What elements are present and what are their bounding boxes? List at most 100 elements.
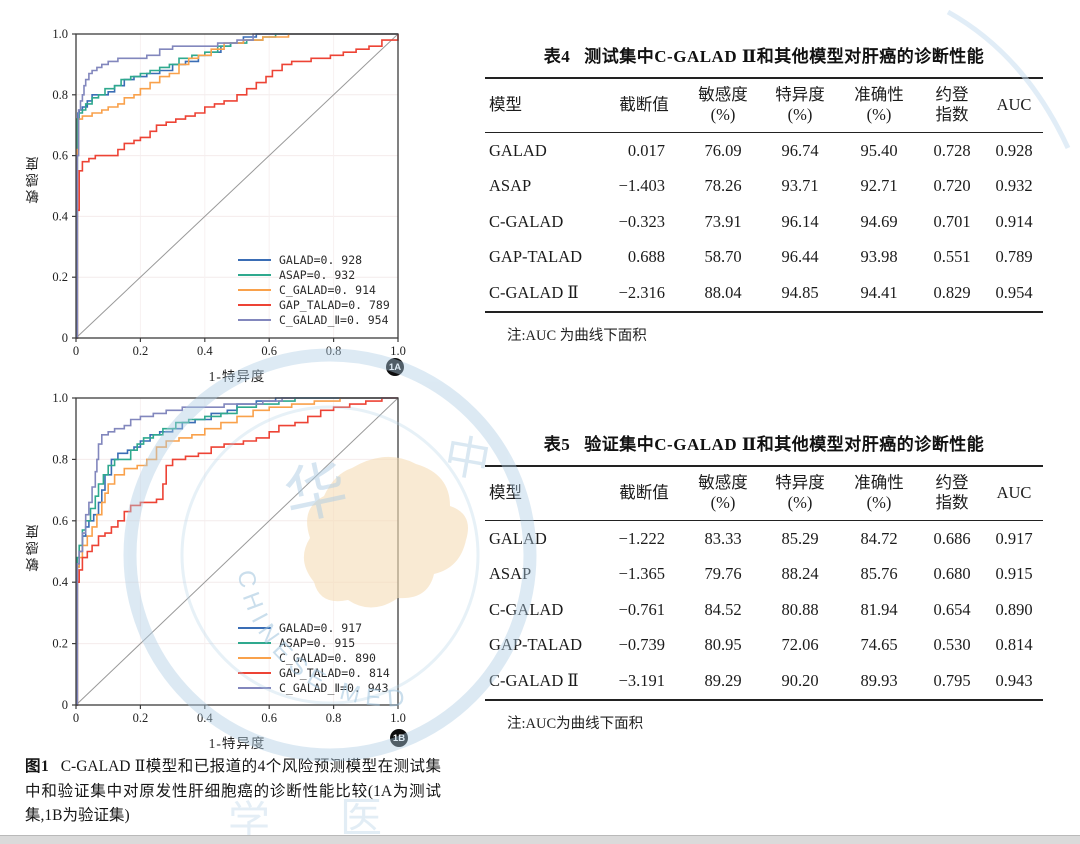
y-axis-label: 敏感度 xyxy=(26,522,41,572)
legend-item: C_GALAD=0. 914 xyxy=(238,284,390,296)
table-5-note: 注:AUC为曲线下面积 xyxy=(507,715,644,732)
legend-item: GALAD=0. 917 xyxy=(238,622,390,634)
value-cell: 73.91 xyxy=(704,211,742,231)
column-header: 约登 指数 xyxy=(935,473,969,512)
legend-line-swatch xyxy=(238,672,271,674)
value-cell: 85.29 xyxy=(781,528,819,548)
roc-curve-GAP_TALAD xyxy=(76,34,399,339)
column-header: 约登 指数 xyxy=(935,85,969,124)
column-header: 模型 xyxy=(489,95,522,114)
value-cell: 84.52 xyxy=(704,599,742,619)
y-tick-label: 0 xyxy=(62,698,68,712)
legend-item: C_GALAD_Ⅱ=0. 943 xyxy=(238,682,390,694)
value-cell: −0.323 xyxy=(618,211,665,231)
column-header: 截断值 xyxy=(619,95,669,114)
figure-caption: 图1 C-GALAD Ⅱ模型和已报道的4个风险预测模型在测试集中和验证集中对原发性… xyxy=(25,755,441,829)
legend-line-swatch xyxy=(238,319,271,321)
value-cell: 80.95 xyxy=(704,635,742,655)
table-4-note: 注:AUC 为曲线下面积 xyxy=(507,327,647,344)
value-cell: −2.316 xyxy=(618,282,665,302)
model-name-cell: GALAD xyxy=(489,528,547,548)
y-tick-label: 0.4 xyxy=(52,209,68,223)
table-row: C-GALAD −0.761 84.52 80.88 81.94 0.654 0.890 xyxy=(485,592,1043,628)
roc-curve-GAP_TALAD xyxy=(76,397,398,706)
value-cell: 0.914 xyxy=(995,211,1033,231)
legend-item: GAP_TALAD=0. 814 xyxy=(238,667,390,679)
y-tick-label: 0.4 xyxy=(52,575,68,589)
roc-curve-C_GALAD_Ⅱ xyxy=(76,33,398,339)
legend-item: ASAP=0. 915 xyxy=(238,637,390,649)
value-cell: 0.915 xyxy=(995,564,1033,584)
column-header: 敏感度 (%) xyxy=(698,85,748,124)
y-tick-label: 0.8 xyxy=(52,88,68,102)
x-tick-label: 0.8 xyxy=(326,711,342,725)
value-cell: 58.70 xyxy=(704,247,742,267)
x-tick-label: 1.0 xyxy=(390,344,406,358)
model-name-cell: C-GALAD Ⅱ xyxy=(489,282,579,302)
x-tick-label: 0.4 xyxy=(197,711,213,725)
roc-curve-ASAP xyxy=(76,33,398,339)
value-cell: 96.44 xyxy=(781,247,819,267)
model-name-cell: ASAP xyxy=(489,564,532,584)
roc-plot-1a-canvas: 0 0.2 0.4 0.6 0.8 1.0 0 0.2 0.4 0.6 0.8 1.0 xyxy=(52,27,406,358)
value-cell: 94.85 xyxy=(781,282,819,302)
table-4-title: 表4 测试集中C-GALAD Ⅱ和其他模型对肝癌的诊断性能 xyxy=(485,42,1043,67)
value-cell: 80.88 xyxy=(781,599,819,619)
value-cell: 0.654 xyxy=(933,599,971,619)
figure-caption-text: C-GALAD Ⅱ模型和已报道的4个风险预测模型在测试集中和验证集中对原发性肝细… xyxy=(25,758,441,824)
value-cell: 79.76 xyxy=(704,564,742,584)
table-4: 表4 测试集中C-GALAD Ⅱ和其他模型对肝癌的诊断性能 模型 截断值 敏感度 (%)… xyxy=(485,42,1043,345)
model-name-cell: GAP-TALAD xyxy=(489,635,583,655)
y-tick-label: 0.8 xyxy=(52,452,68,466)
legend-line-swatch xyxy=(238,642,271,644)
plot-badge-1a: 1A xyxy=(386,358,404,376)
value-cell: 84.72 xyxy=(860,528,898,548)
value-cell: 83.33 xyxy=(704,528,742,548)
y-tick-label: 0.2 xyxy=(52,270,68,284)
legend-label: C_GALAD_Ⅱ=0. 954 xyxy=(279,313,389,327)
figure-caption-label: 图1 xyxy=(25,758,49,775)
table-row: ASAP −1.365 79.76 88.24 85.76 0.680 0.915 xyxy=(485,557,1043,593)
y-tick-label: 0.2 xyxy=(52,637,68,651)
y-tick-label: 1.0 xyxy=(52,391,68,405)
page-bottom-edge xyxy=(0,835,1080,844)
value-cell: 0.701 xyxy=(933,211,971,231)
plot-badge-1b: 1B xyxy=(390,729,408,747)
value-cell: 0.720 xyxy=(933,176,971,196)
table-row: GALAD 0.017 76.09 96.74 95.40 0.728 0.928 xyxy=(485,133,1043,169)
column-header: 特异度 (%) xyxy=(775,85,825,124)
legend-label: GALAD=0. 917 xyxy=(279,621,363,635)
table-row: C-GALAD Ⅱ −3.191 89.29 90.20 89.93 0.795 0.943 xyxy=(485,663,1043,700)
table-row: C-GALAD −0.323 73.91 96.14 94.69 0.701 0.914 xyxy=(485,204,1043,240)
table-5-label: 表5 xyxy=(543,435,571,454)
value-cell: 72.06 xyxy=(781,635,819,655)
legend-line-swatch xyxy=(238,274,271,276)
roc-plot-1b: 0 0.2 0.4 0.6 0.8 1.0 0 0.2 0.4 0.6 0.8 1.0 敏感度 1-特… xyxy=(8,372,448,754)
table-row: GAP-TALAD −0.739 80.95 72.06 74.65 0.530 0.814 xyxy=(485,628,1043,664)
table-row: C-GALAD Ⅱ −2.316 88.04 94.85 94.41 0.829 0.954 xyxy=(485,275,1043,312)
value-cell: 92.71 xyxy=(860,176,898,196)
model-name-cell: C-GALAD xyxy=(489,211,564,231)
x-axis-label: 1-特异度 xyxy=(208,369,266,384)
value-cell: 76.09 xyxy=(704,140,742,160)
x-tick-label: 0.6 xyxy=(261,344,277,358)
value-cell: 94.69 xyxy=(860,211,898,231)
roc-curve-C_GALAD_Ⅱ xyxy=(76,397,398,706)
legend-item: C_GALAD_Ⅱ=0. 954 xyxy=(238,314,390,326)
value-cell: 0.680 xyxy=(933,564,971,584)
value-cell: 90.20 xyxy=(781,670,819,690)
value-cell: 0.795 xyxy=(933,670,971,690)
y-tick-label: 0 xyxy=(62,331,68,345)
value-cell: −0.761 xyxy=(618,599,665,619)
value-cell: 96.74 xyxy=(781,140,819,160)
value-cell: 96.14 xyxy=(781,211,819,231)
legend-label: ASAP=0. 915 xyxy=(279,636,356,650)
column-header: 准确性 (%) xyxy=(854,85,904,124)
table-row: GALAD −1.222 83.33 85.29 84.72 0.686 0.917 xyxy=(485,521,1043,557)
legend-line-swatch xyxy=(238,687,271,689)
column-header: AUC xyxy=(996,95,1032,114)
value-cell: 0.551 xyxy=(933,247,971,267)
value-cell: 89.29 xyxy=(704,670,742,690)
table-4-grid: 模型 截断值 敏感度 (%) 特异度 (%) 准确性 (%) 约登 指数 AUC GALAD 0.017… xyxy=(485,77,1043,313)
value-cell: 0.829 xyxy=(933,282,971,302)
